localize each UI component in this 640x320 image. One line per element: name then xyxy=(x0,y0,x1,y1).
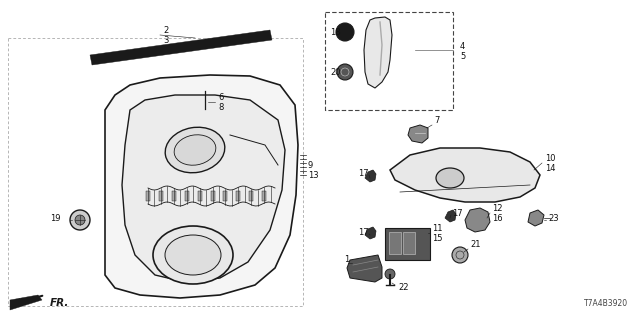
Text: 4: 4 xyxy=(460,42,465,51)
Text: 6: 6 xyxy=(218,92,223,101)
Text: 23: 23 xyxy=(548,213,559,222)
Text: 11: 11 xyxy=(432,223,442,233)
Text: 20: 20 xyxy=(330,68,340,76)
Text: 17: 17 xyxy=(358,228,369,236)
Bar xyxy=(385,228,430,260)
Polygon shape xyxy=(364,17,392,88)
Bar xyxy=(262,191,266,201)
Ellipse shape xyxy=(153,226,233,284)
Bar xyxy=(223,191,227,201)
Text: FR.: FR. xyxy=(50,298,69,308)
Text: 14: 14 xyxy=(545,164,556,172)
Polygon shape xyxy=(390,148,540,202)
Ellipse shape xyxy=(436,168,464,188)
Circle shape xyxy=(70,210,90,230)
Text: 19: 19 xyxy=(50,213,61,222)
Text: 17: 17 xyxy=(358,169,369,178)
Text: 17: 17 xyxy=(452,209,463,218)
Text: 16: 16 xyxy=(492,213,502,222)
Bar xyxy=(8,38,303,306)
Polygon shape xyxy=(10,295,42,310)
Polygon shape xyxy=(90,30,272,65)
Polygon shape xyxy=(122,95,285,282)
Text: 2: 2 xyxy=(163,26,168,35)
Polygon shape xyxy=(445,210,456,222)
Polygon shape xyxy=(105,75,298,298)
Text: 21: 21 xyxy=(470,239,481,249)
Bar xyxy=(146,191,150,201)
Bar xyxy=(236,191,241,201)
Polygon shape xyxy=(365,227,376,239)
Text: 22: 22 xyxy=(398,284,408,292)
Text: 12: 12 xyxy=(492,204,502,212)
Bar xyxy=(159,191,163,201)
Bar xyxy=(325,12,453,110)
Bar xyxy=(389,232,401,254)
Text: 7: 7 xyxy=(434,116,440,124)
Ellipse shape xyxy=(174,135,216,165)
Circle shape xyxy=(75,215,85,225)
Text: T7A4B3920: T7A4B3920 xyxy=(584,299,628,308)
Ellipse shape xyxy=(165,235,221,275)
Bar xyxy=(198,191,202,201)
Text: 9: 9 xyxy=(308,161,313,170)
Text: 3: 3 xyxy=(163,36,168,44)
Polygon shape xyxy=(365,170,376,182)
Text: 13: 13 xyxy=(308,171,319,180)
Bar xyxy=(185,191,189,201)
Polygon shape xyxy=(528,210,544,226)
Text: 10: 10 xyxy=(545,154,556,163)
Text: 18: 18 xyxy=(330,28,340,36)
Bar xyxy=(211,191,214,201)
Polygon shape xyxy=(465,208,490,232)
Circle shape xyxy=(337,64,353,80)
Bar xyxy=(172,191,176,201)
Text: 1: 1 xyxy=(344,255,349,265)
Text: 15: 15 xyxy=(432,234,442,243)
Text: 5: 5 xyxy=(460,52,465,60)
Ellipse shape xyxy=(165,127,225,173)
Circle shape xyxy=(452,247,468,263)
Text: 8: 8 xyxy=(218,102,223,111)
Circle shape xyxy=(336,23,354,41)
Polygon shape xyxy=(347,255,382,282)
Bar xyxy=(403,232,415,254)
Circle shape xyxy=(385,269,395,279)
Bar xyxy=(250,191,253,201)
Polygon shape xyxy=(408,125,428,143)
